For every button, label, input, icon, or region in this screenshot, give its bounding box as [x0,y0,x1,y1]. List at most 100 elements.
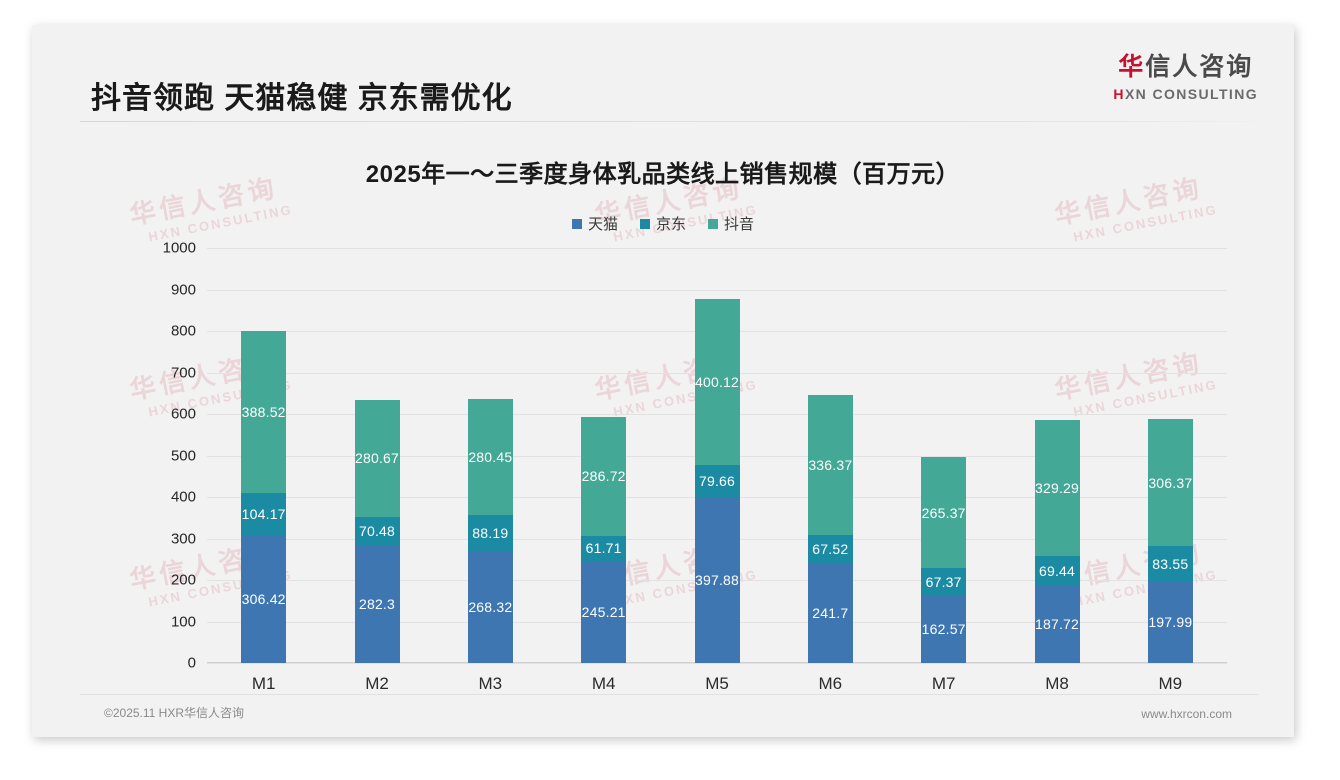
bar-segment-抖音[interactable]: 280.67 [354,400,400,517]
y-axis-tick-label: 600 [170,405,196,423]
legend-item-天猫[interactable]: 天猫 [571,213,618,234]
bar-group[interactable]: 265.37 67.37 162.57 M7 [921,457,967,693]
bar-value-label: 265.37 [921,504,966,521]
y-axis-tick-label: 700 [170,364,196,381]
bar-group[interactable]: 280.67 70.48 282.3 M2 [354,400,400,693]
bar-value-label: 67.52 [812,540,849,557]
bar-segment-京东[interactable]: 83.55 [1147,546,1193,581]
bar-segment-天猫[interactable]: 245.21 [581,561,627,663]
brand-logo-en: HXN CONSULTING [1113,87,1258,101]
header-divider [80,121,1258,122]
bar-value-label: 400.12 [694,373,740,390]
gridline [207,663,1227,664]
bar-value-label: 306.37 [1148,474,1193,491]
bar-segment-京东[interactable]: 88.19 [467,515,513,552]
footer-website[interactable]: www.hxrcon.com [1141,707,1232,721]
bar-segment-抖音[interactable]: 400.12 [694,298,740,465]
bar-segment-天猫[interactable]: 241.7 [807,562,853,663]
bar-group[interactable]: 306.37 83.55 197.99 M9 [1147,419,1193,693]
bar-value-label: 245.21 [581,604,626,621]
bar-segment-京东[interactable]: 67.37 [921,567,967,596]
bar-segment-抖音[interactable]: 280.45 [467,398,513,516]
x-axis-tick-label: M3 [478,674,503,693]
report-card: 华信人咨询 HXN CONSULTING 华信人咨询 HXN CONSULTING 华信… [32,25,1294,737]
bar-segment-京东[interactable]: 104.17 [241,492,287,536]
gridline [207,248,1227,249]
bar-segment-京东[interactable]: 79.66 [694,464,740,498]
y-axis-tick-label: 300 [170,530,196,547]
y-axis-tick-label: 500 [170,447,196,464]
bar-value-label: 162.57 [921,621,966,638]
bar-segment-天猫[interactable]: 268.32 [467,551,513,663]
bar-value-label: 286.72 [581,468,626,485]
y-axis-tick-label: 900 [170,281,196,298]
bar-segment-天猫[interactable]: 397.88 [694,497,740,663]
bar-value-label: 336.37 [808,456,853,473]
brand-logo-en-rest: XN CONSULTING [1124,86,1258,102]
y-axis-tick-label: 800 [170,322,196,340]
bar-segment-天猫[interactable]: 187.72 [1034,585,1080,663]
bar-value-label: 187.72 [1034,616,1080,633]
bar-group[interactable]: 286.72 61.71 245.21 M4 [581,416,627,693]
bar-value-label: 306.42 [241,591,286,608]
bar-value-label: 69.44 [1038,562,1076,579]
bar-group[interactable]: 388.52 104.17 306.42 M1 [241,331,287,693]
x-axis-tick-label: M8 [1045,674,1069,693]
bar-value-label: 104.17 [241,506,286,523]
bar-segment-抖音[interactable]: 329.29 [1034,419,1080,557]
brand-logo-cn-rest: 信人咨询 [1145,53,1254,81]
bar-segment-京东[interactable]: 69.44 [1034,556,1080,586]
card-header: 抖音领跑 天猫稳健 京东需优化 华信人咨询 HXN CONSULTING [32,25,1294,121]
x-axis-tick-label: M5 [705,674,729,693]
headline: 抖音领跑 天猫稳健 京东需优化 [91,82,513,115]
legend-item-抖音[interactable]: 抖音 [708,213,754,234]
legend-label: 天猫 [587,216,618,233]
bar-value-label: 280.45 [468,448,513,465]
bar-value-label: 61.71 [585,540,622,557]
bar-value-label: 241.7 [812,604,849,621]
y-axis-tick-label: 1000 [162,239,196,257]
footer-copyright: ©2025.11 HXR华信人咨询 [104,706,244,720]
y-axis-tick-label: 400 [170,488,196,506]
bar-group[interactable]: 280.45 88.19 268.32 M3 [467,398,513,693]
x-axis-tick-label: M9 [1158,674,1183,693]
brand-logo: 华信人咨询 HXN CONSULTING [1113,55,1258,102]
bar-segment-抖音[interactable]: 265.37 [921,457,967,568]
bar-group[interactable]: 400.12 79.66 397.88 M5 [694,298,740,693]
x-axis-tick-label: M1 [251,674,276,693]
y-axis-tick-label: 100 [170,613,196,630]
bar-segment-抖音[interactable]: 306.37 [1147,419,1193,547]
bar-group[interactable]: 336.37 67.52 241.7 M6 [807,395,853,693]
legend-swatch-icon [708,218,718,229]
chart-plot-area: 1000 900 800 700 600 500 400 300 200 100 0 388.52 10… [163,240,1237,693]
bar-value-label: 88.19 [472,525,509,542]
x-axis-tick-label: M4 [591,674,616,693]
bar-value-label: 388.52 [241,404,286,420]
footer-divider [80,694,1258,695]
bar-segment-京东[interactable]: 61.71 [581,535,627,562]
chart-title: 2025年一～三季度身体乳品类线上销售规模（百万元） [365,161,961,188]
bar-segment-京东[interactable]: 70.48 [354,516,400,546]
bar-segment-抖音[interactable]: 286.72 [581,416,627,536]
bar-segment-京东[interactable]: 67.52 [807,534,853,563]
chart-legend: 天猫 京东 抖音 [32,213,1294,234]
bar-value-label: 197.99 [1148,613,1193,630]
bar-segment-天猫[interactable]: 197.99 [1147,580,1193,663]
bar-segment-天猫[interactable]: 282.3 [354,545,400,663]
brand-logo-cn-red: 华 [1118,53,1146,81]
y-axis-tick-label: 0 [187,654,196,672]
bar-group[interactable]: 329.29 69.44 187.72 M8 [1034,419,1080,693]
legend-item-京东[interactable]: 京东 [639,213,686,234]
bar-value-label: 268.32 [468,599,513,616]
legend-label: 抖音 [724,216,755,233]
bar-segment-抖音[interactable]: 388.52 [241,331,287,493]
bar-value-label: 79.66 [698,473,736,490]
brand-logo-cn: 华信人咨询 [1113,55,1258,80]
bar-segment-天猫[interactable]: 162.57 [921,595,967,663]
bar-value-label: 280.67 [354,450,400,467]
bar-segment-天猫[interactable]: 306.42 [241,535,287,663]
bar-value-label: 282.3 [358,596,396,613]
bar-segment-抖音[interactable]: 336.37 [807,395,853,535]
bar-value-label: 70.48 [358,523,396,540]
legend-label: 京东 [655,216,686,233]
